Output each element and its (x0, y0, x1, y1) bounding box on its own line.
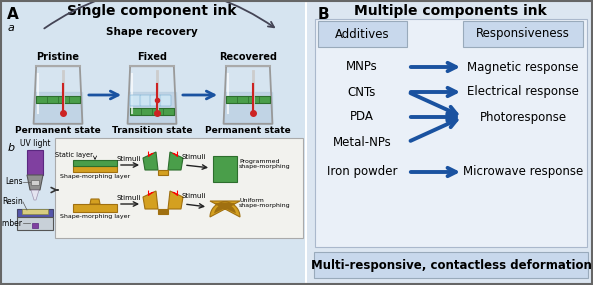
Text: Multiple components ink: Multiple components ink (353, 4, 546, 18)
FancyBboxPatch shape (307, 2, 592, 283)
Text: Microwave response: Microwave response (463, 166, 583, 178)
Text: CNTs: CNTs (348, 86, 376, 99)
FancyBboxPatch shape (140, 95, 151, 106)
Text: Metal-NPs: Metal-NPs (333, 135, 391, 148)
FancyBboxPatch shape (22, 209, 48, 214)
Polygon shape (168, 191, 183, 209)
Text: Stimuli: Stimuli (117, 195, 141, 201)
Text: Permanent state: Permanent state (205, 126, 291, 135)
Text: Magnetic response: Magnetic response (467, 60, 579, 74)
FancyBboxPatch shape (150, 95, 161, 106)
Polygon shape (27, 175, 43, 190)
Polygon shape (158, 170, 168, 175)
Text: Responsiveness: Responsiveness (476, 27, 570, 40)
FancyBboxPatch shape (55, 138, 303, 238)
FancyBboxPatch shape (130, 108, 174, 115)
Polygon shape (168, 152, 183, 170)
Text: Stimuli: Stimuli (182, 193, 206, 199)
Text: Shape-morphing layer: Shape-morphing layer (60, 214, 130, 219)
FancyBboxPatch shape (314, 252, 588, 278)
Polygon shape (31, 190, 39, 200)
Text: UV light: UV light (20, 139, 50, 148)
FancyBboxPatch shape (463, 21, 583, 47)
FancyArrowPatch shape (44, 0, 274, 28)
Polygon shape (224, 92, 272, 124)
FancyBboxPatch shape (130, 95, 141, 106)
Text: Chamber: Chamber (0, 219, 23, 227)
Text: B: B (318, 7, 330, 22)
Polygon shape (73, 166, 117, 172)
FancyBboxPatch shape (27, 150, 43, 175)
Polygon shape (213, 156, 237, 182)
Polygon shape (210, 201, 240, 217)
Text: Shape-morphing layer: Shape-morphing layer (60, 174, 130, 179)
Polygon shape (73, 204, 117, 212)
FancyBboxPatch shape (17, 209, 53, 217)
FancyArrowPatch shape (173, 191, 177, 195)
Text: b: b (8, 143, 15, 153)
Text: Iron powder: Iron powder (327, 166, 397, 178)
Text: Stimuli: Stimuli (117, 156, 141, 162)
Text: Photoresponse: Photoresponse (479, 111, 566, 123)
FancyArrowPatch shape (148, 191, 153, 195)
Polygon shape (158, 209, 168, 214)
FancyArrowPatch shape (173, 152, 177, 156)
FancyBboxPatch shape (17, 217, 53, 230)
FancyBboxPatch shape (318, 21, 407, 47)
Text: Resin: Resin (2, 198, 23, 207)
Text: A: A (7, 7, 19, 22)
Text: Fixed: Fixed (137, 52, 167, 62)
FancyBboxPatch shape (32, 223, 38, 228)
Polygon shape (34, 92, 82, 124)
Text: Multi-responsive, contactless deformation: Multi-responsive, contactless deformatio… (311, 258, 591, 272)
FancyBboxPatch shape (36, 96, 80, 103)
Text: Shape recovery: Shape recovery (106, 27, 198, 37)
FancyBboxPatch shape (226, 96, 270, 103)
Polygon shape (143, 152, 158, 170)
Text: Permanent state: Permanent state (15, 126, 101, 135)
Text: Recovered: Recovered (219, 52, 277, 62)
Text: a: a (8, 23, 15, 33)
Text: Single component ink: Single component ink (67, 4, 237, 18)
Text: Electrical response: Electrical response (467, 86, 579, 99)
Text: Uniform
shape-morphing: Uniform shape-morphing (239, 198, 291, 208)
Text: MNPs: MNPs (346, 60, 378, 74)
Text: Lens: Lens (5, 178, 23, 186)
Polygon shape (214, 203, 236, 213)
Text: Stimuli: Stimuli (182, 154, 206, 160)
FancyBboxPatch shape (2, 2, 305, 283)
FancyBboxPatch shape (315, 19, 587, 247)
Text: Pristine: Pristine (37, 52, 79, 62)
Text: PDA: PDA (350, 111, 374, 123)
FancyBboxPatch shape (31, 180, 39, 185)
FancyBboxPatch shape (160, 95, 171, 106)
Polygon shape (90, 199, 100, 204)
Text: Static layer: Static layer (55, 152, 93, 158)
Text: Transition state: Transition state (111, 126, 192, 135)
Polygon shape (73, 160, 117, 166)
Polygon shape (127, 92, 177, 124)
Text: Programmed
shape-morphing: Programmed shape-morphing (239, 158, 291, 169)
FancyArrowPatch shape (148, 152, 153, 156)
Text: Additives: Additives (334, 27, 390, 40)
Polygon shape (143, 191, 158, 209)
